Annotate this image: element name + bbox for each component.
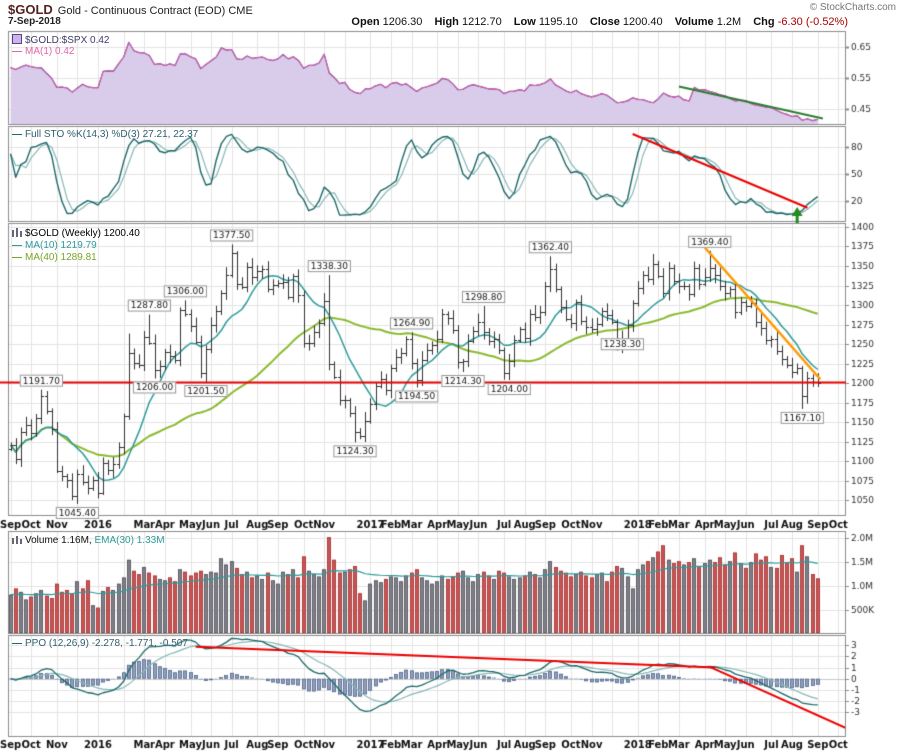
quote-bar: Open 1206.30 High 1212.70 Low 1195.10 Cl… [342, 16, 848, 28]
quote-row: 7-Sep-2018 Open 1206.30 High 1212.70 Low… [0, 16, 900, 29]
quote-low: Low 1195.10 [513, 16, 578, 28]
symbol-title: Gold - Continuous Contract (EOD) CME [57, 5, 253, 17]
stockcharts-credit: © StockCharts.com [809, 2, 896, 13]
quote-date: 7-Sep-2018 [8, 16, 61, 27]
quote-high: High 1212.70 [434, 16, 502, 28]
quote-volume: Volume 1.2M [674, 16, 742, 28]
quote-open: Open 1206.30 [351, 16, 423, 28]
quote-close: Close 1200.40 [589, 16, 663, 28]
symbol: $GOLD [8, 2, 53, 17]
chart-header: $GOLD Gold - Continuous Contract (EOD) CM… [0, 0, 900, 30]
header-title-row: $GOLD Gold - Continuous Contract (EOD) CM… [8, 1, 900, 17]
quote-change: Chg -6.30 (-0.52%) [753, 16, 848, 28]
